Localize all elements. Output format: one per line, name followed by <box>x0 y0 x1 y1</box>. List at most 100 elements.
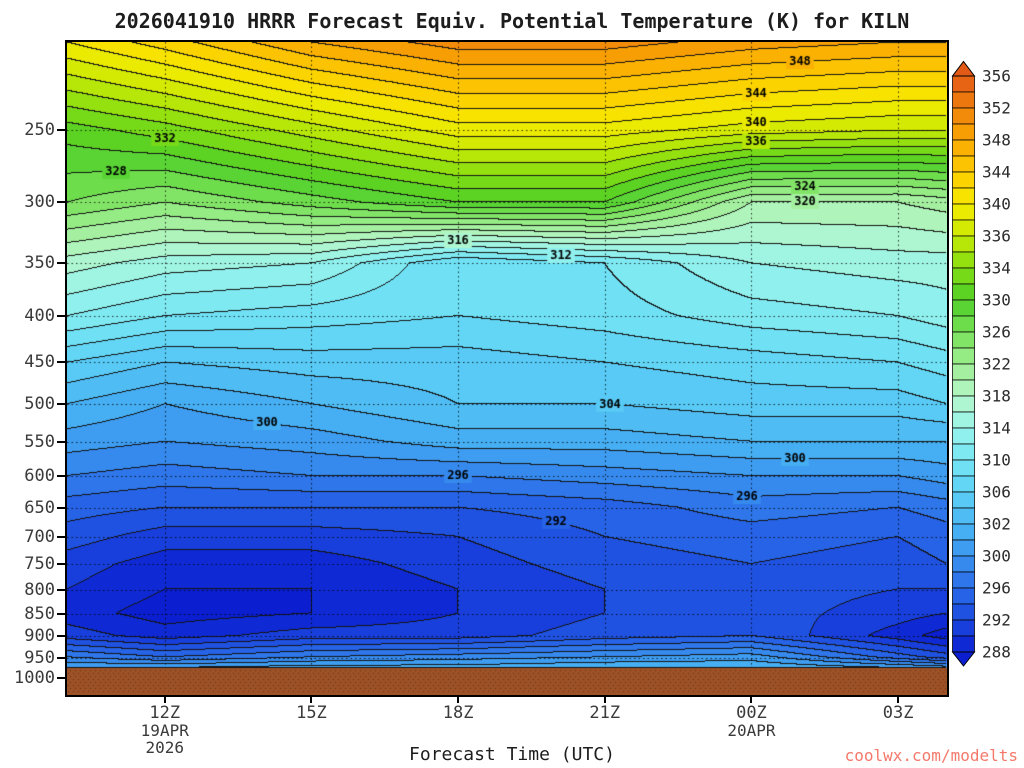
colorbar-segment <box>952 571 975 589</box>
colorbar-segment <box>952 139 975 157</box>
colorbar-tick-label: 302 <box>982 515 1011 534</box>
colorbar-segment <box>952 267 975 285</box>
x-tick-sublabel: 19APR <box>140 721 189 740</box>
y-tick-label: 500 <box>24 394 55 415</box>
colorbar-tick-label: 340 <box>982 195 1011 214</box>
y-tick-label: 950 <box>24 647 55 668</box>
y-tick-label: 400 <box>24 305 55 326</box>
colorbar-segment <box>952 299 975 317</box>
y-tick-label: 850 <box>24 603 55 624</box>
colorbar-tick-label: 344 <box>982 163 1011 182</box>
colorbar-bottom-arrow <box>951 651 976 667</box>
colorbar-tick-label: 330 <box>982 291 1011 310</box>
colorbar-segment <box>952 331 975 349</box>
y-tick-label: 700 <box>24 527 55 548</box>
y-tick-label: 450 <box>24 352 55 373</box>
colorbar-segment <box>952 251 975 269</box>
colorbar-tick-label: 288 <box>982 643 1011 662</box>
colorbar-segment <box>952 587 975 605</box>
colorbar-tick-label: 326 <box>982 323 1011 342</box>
colorbar-segment <box>952 171 975 189</box>
x-tick-mark <box>457 695 460 703</box>
watermark-link[interactable]: coolwx.com/modelts <box>844 746 1018 765</box>
y-tick-mark <box>57 656 65 659</box>
colorbar-segment <box>952 523 975 541</box>
colorbar-top-arrow <box>951 60 976 77</box>
x-tick-mark <box>603 695 606 703</box>
y-tick-mark <box>57 635 65 638</box>
colorbar-segment <box>952 395 975 413</box>
colorbar-segment <box>952 347 975 365</box>
y-tick-mark <box>57 129 65 132</box>
colorbar-tick-label: 356 <box>982 67 1011 86</box>
colorbar-segment <box>952 459 975 477</box>
y-tick-mark <box>57 440 65 443</box>
colorbar-tick-label: 334 <box>982 259 1011 278</box>
y-tick-mark <box>57 506 65 509</box>
y-tick-label: 250 <box>24 120 55 141</box>
y-tick-mark <box>57 201 65 204</box>
y-tick-mark <box>57 361 65 364</box>
colorbar-segment <box>952 443 975 461</box>
colorbar-tick-label: 314 <box>982 419 1011 438</box>
y-tick-label: 350 <box>24 253 55 274</box>
colorbar-segment <box>952 315 975 333</box>
colorbar-segment <box>952 427 975 445</box>
x-tick-label: 15Z <box>296 703 327 723</box>
y-tick-mark <box>57 563 65 566</box>
colorbar-segment <box>952 363 975 381</box>
colorbar-segment <box>952 187 975 205</box>
colorbar-segment <box>952 491 975 509</box>
y-tick-label: 750 <box>24 554 55 575</box>
y-tick-label: 650 <box>24 497 55 518</box>
x-axis-title: Forecast Time (UTC) <box>409 744 615 765</box>
colorbar-tick-label: 318 <box>982 387 1011 406</box>
x-tick-label: 21Z <box>589 703 621 723</box>
y-tick-label: 800 <box>24 579 55 600</box>
colorbar-segment <box>952 235 975 253</box>
colorbar-segment <box>952 75 975 93</box>
y-tick-mark <box>57 536 65 539</box>
colorbar-segment <box>952 283 975 301</box>
colorbar-segment <box>952 123 975 141</box>
x-tick-mark <box>750 695 753 703</box>
y-tick-label: 550 <box>24 431 55 452</box>
chart-title: 2026041910 HRRR Forecast Equiv. Potentia… <box>114 9 910 33</box>
colorbar-segment <box>952 475 975 493</box>
colorbar-segment <box>952 107 975 125</box>
colorbar-segment <box>952 619 975 637</box>
colorbar-segment <box>952 555 975 573</box>
y-tick-mark <box>57 676 65 679</box>
x-tick-mark <box>897 695 900 703</box>
colorbar-tick-label: 296 <box>982 579 1011 598</box>
y-tick-label: 900 <box>24 626 55 647</box>
y-tick-label: 600 <box>24 466 55 487</box>
contour-plot-canvas <box>67 42 947 695</box>
colorbar-tick-label: 310 <box>982 451 1011 470</box>
colorbar-tick-label: 352 <box>982 99 1011 118</box>
x-tick-mark <box>163 695 166 703</box>
colorbar-segment <box>952 635 975 653</box>
colorbar-tick-label: 292 <box>982 611 1011 630</box>
colorbar-tick-label: 336 <box>982 227 1011 246</box>
x-tick-sublabel: 2026 <box>145 738 185 757</box>
colorbar-segment <box>952 155 975 173</box>
colorbar-svg: 356 352 348 344 340 336 334 330 326 322 318 314 310 3… <box>951 60 1011 667</box>
colorbar-tick-label: 322 <box>982 355 1011 374</box>
colorbar-segment <box>952 203 975 221</box>
colorbar-tick-label: 300 <box>982 547 1011 566</box>
colorbar-tick-label: 348 <box>982 131 1011 150</box>
y-tick-label: 300 <box>24 192 55 213</box>
y-tick-label: 1000 <box>14 667 55 688</box>
y-tick-mark <box>57 403 65 406</box>
y-tick-mark <box>57 262 65 265</box>
y-tick-mark <box>57 475 65 478</box>
y-tick-mark <box>57 314 65 317</box>
colorbar-tick-label: 306 <box>982 483 1011 502</box>
colorbar-segment <box>952 507 975 525</box>
colorbar-segment <box>952 411 975 429</box>
colorbar-segment <box>952 539 975 557</box>
colorbar-segment <box>952 91 975 109</box>
x-tick-label: 18Z <box>442 703 474 723</box>
